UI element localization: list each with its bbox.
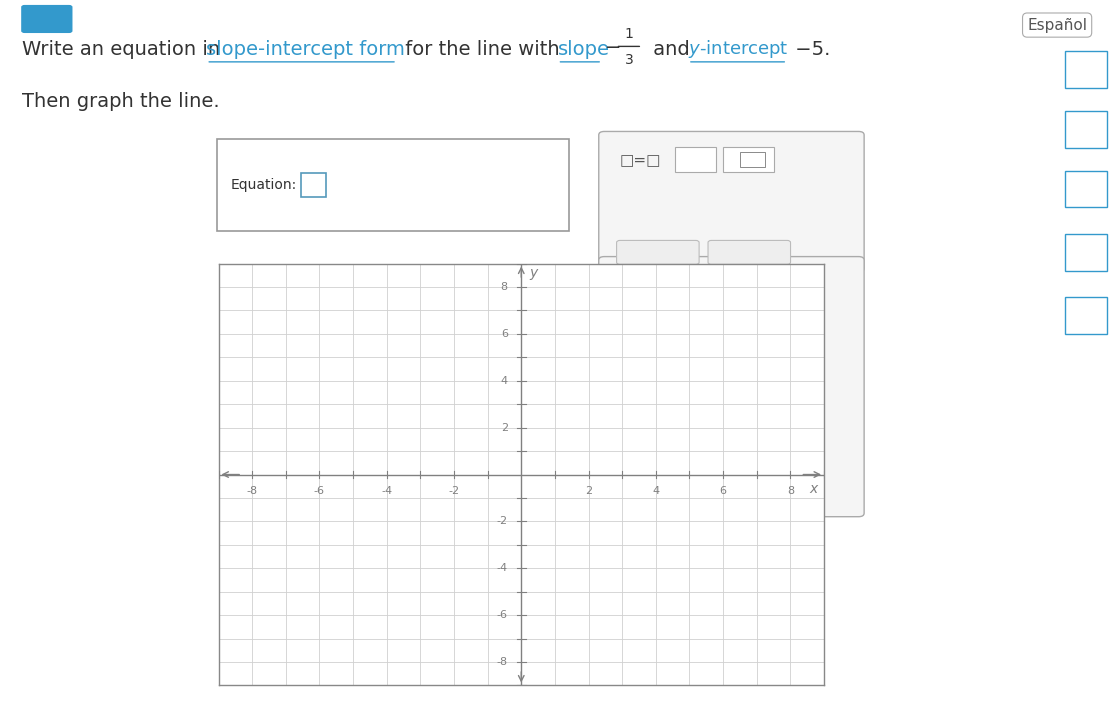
Text: 6: 6: [719, 486, 727, 496]
Text: 1: 1: [624, 27, 633, 41]
Text: and: and: [647, 39, 696, 59]
Text: Then graph the line.: Then graph the line.: [22, 92, 220, 112]
Text: −: −: [605, 38, 622, 58]
Text: ↺: ↺: [743, 487, 756, 505]
Text: -6: -6: [314, 486, 324, 496]
Text: -4: -4: [381, 486, 392, 496]
FancyBboxPatch shape: [708, 240, 791, 264]
FancyBboxPatch shape: [21, 5, 72, 33]
FancyBboxPatch shape: [700, 322, 743, 333]
FancyBboxPatch shape: [675, 147, 716, 172]
Text: ×: ×: [651, 487, 665, 505]
FancyBboxPatch shape: [599, 131, 864, 272]
Text: y: y: [529, 266, 537, 280]
Text: -4: -4: [496, 563, 507, 573]
FancyBboxPatch shape: [740, 152, 765, 167]
Text: x: x: [641, 358, 646, 366]
Text: ✉: ✉: [1079, 308, 1093, 323]
FancyBboxPatch shape: [617, 240, 699, 264]
Text: ×: ×: [651, 243, 665, 262]
FancyBboxPatch shape: [1065, 234, 1107, 271]
Text: -8: -8: [496, 657, 507, 667]
FancyBboxPatch shape: [1065, 171, 1107, 207]
Text: 8: 8: [501, 282, 507, 292]
Text: -8: -8: [246, 486, 258, 496]
FancyBboxPatch shape: [708, 484, 791, 508]
Text: ⊞: ⊞: [1079, 180, 1093, 198]
Text: ↺: ↺: [743, 243, 756, 262]
Text: slope: slope: [558, 39, 610, 59]
FancyBboxPatch shape: [1065, 51, 1107, 88]
Text: 2: 2: [585, 486, 592, 496]
FancyBboxPatch shape: [617, 484, 699, 508]
FancyBboxPatch shape: [217, 139, 569, 231]
Text: □=□: □=□: [620, 153, 661, 169]
Text: Equation:: Equation:: [231, 178, 297, 192]
FancyBboxPatch shape: [615, 358, 669, 390]
FancyBboxPatch shape: [301, 173, 326, 197]
FancyBboxPatch shape: [1065, 111, 1107, 148]
Text: □: □: [690, 162, 699, 172]
Text: -6: -6: [497, 610, 507, 620]
Text: Write an equation in: Write an equation in: [22, 39, 226, 59]
Text: ☰: ☰: [1078, 60, 1094, 79]
Text: □: □: [749, 154, 756, 160]
FancyBboxPatch shape: [612, 308, 675, 333]
Text: 4: 4: [501, 376, 507, 386]
Text: 8: 8: [787, 486, 794, 496]
FancyBboxPatch shape: [599, 257, 864, 517]
Text: 4: 4: [652, 486, 659, 496]
Text: □: □: [749, 163, 756, 169]
FancyBboxPatch shape: [723, 147, 774, 172]
Text: slope-intercept form: slope-intercept form: [206, 39, 405, 59]
Text: Español: Español: [1027, 18, 1087, 32]
Text: □: □: [730, 153, 740, 163]
Text: 2: 2: [501, 423, 507, 432]
Text: $y$-intercept: $y$-intercept: [688, 38, 788, 60]
Text: □: □: [690, 151, 699, 161]
FancyBboxPatch shape: [1065, 297, 1107, 334]
Text: −5.: −5.: [789, 39, 831, 59]
Text: ▶: ▶: [1079, 120, 1093, 138]
Text: for the line with: for the line with: [399, 39, 566, 59]
Text: 6: 6: [501, 329, 507, 339]
Text: Aa: Aa: [1077, 245, 1095, 259]
Text: -2: -2: [448, 486, 459, 496]
Text: 3: 3: [624, 53, 633, 67]
Text: -2: -2: [496, 517, 507, 527]
Text: ▼: ▼: [42, 14, 51, 24]
Text: x: x: [809, 482, 818, 496]
